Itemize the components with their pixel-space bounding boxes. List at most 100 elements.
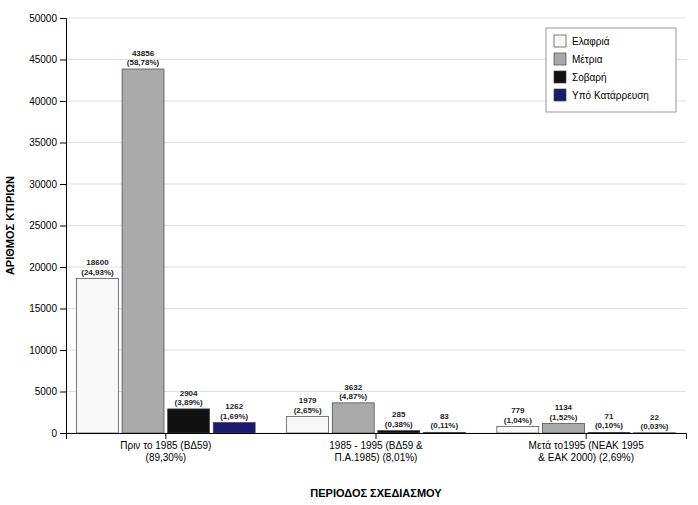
tick-mark (60, 309, 66, 310)
tick-label: Μετά το1995 (ΝΕΑΚ 1995& ΕΑΚ 2000) (2,69%… (529, 440, 645, 463)
tick: 45000 (29, 54, 66, 65)
y-axis: 0 5000 10000 15000 20000 25000 30000 35000 40000… (29, 13, 66, 439)
bar (168, 409, 210, 433)
bar (497, 427, 539, 433)
tick-label: 45000 (29, 54, 57, 65)
legend-label: Μέτρια (572, 54, 603, 65)
tick: 0 (51, 428, 66, 439)
chart: 18600(24,93%) 1979(2,65%) 779(1,04%) 43856(… (0, 0, 698, 505)
tick: 5000 (35, 386, 66, 397)
legend-swatch (554, 89, 566, 101)
tick: 10000 (29, 345, 66, 356)
tick-mark (60, 101, 66, 102)
axis-line (60, 19, 67, 434)
bar (122, 69, 164, 433)
legend-label: Υπό Κατάρρευση (572, 90, 649, 101)
tick-label: 1985 - 1995 (ΒΔ59 &Π.Α.1985) (8,01%) (329, 440, 423, 463)
data-label-pct: (0,10%) (595, 421, 623, 430)
data-label: 285(0,38%) (385, 410, 413, 428)
tick: 15000 (29, 303, 66, 314)
tick: 1985 - 1995 (ΒΔ59 &Π.Α.1985) (8,01%) (329, 433, 423, 463)
data-label: 779(1,04%) (504, 406, 532, 424)
tick-label: 25000 (29, 220, 57, 231)
data-label: 18600(24,93%) (81, 258, 114, 276)
bar (423, 432, 465, 433)
legend-label: Σοβαρή (572, 72, 607, 83)
tick: 30000 (29, 179, 66, 190)
axis-line (67, 434, 687, 440)
data-label-value: 18600 (86, 258, 109, 267)
legend-swatch (554, 53, 566, 65)
tick: 50000 (29, 13, 66, 24)
legend-label: Ελαφριά (572, 36, 610, 47)
tick: Πριν το 1985 (ΒΔ59)(89,30%) (120, 433, 211, 463)
legend-box (546, 28, 676, 112)
data-label-pct: (1,69%) (220, 412, 248, 421)
legend-item: Ελαφριά (554, 35, 610, 47)
data-label-value: 1262 (225, 402, 243, 411)
tick: 40000 (29, 96, 66, 107)
data-label: 71(0,10%) (595, 412, 623, 430)
tick-mark (60, 433, 66, 434)
tick: 20000 (29, 262, 66, 273)
data-label: 2904(3,89%) (175, 389, 203, 407)
bar (588, 432, 630, 433)
legend-swatch (554, 35, 566, 47)
data-label-pct: (24,93%) (81, 268, 114, 277)
data-label: 1262(1,69%) (220, 402, 248, 420)
tick-label: 20000 (29, 262, 57, 273)
legend-swatch (554, 71, 566, 83)
legend-item: Υπό Κατάρρευση (554, 89, 649, 101)
legend: Ελαφριά Μέτρια Σοβαρή Υπό Κατάρρευση (546, 28, 676, 112)
bar (634, 432, 676, 433)
tick-mark (586, 433, 587, 439)
bar (378, 431, 420, 433)
data-label-value: 1134 (555, 403, 573, 412)
tick-mark (60, 18, 66, 19)
bar (287, 417, 329, 433)
data-label: 3632(4,87%) (339, 383, 367, 401)
data-label-pct: (2,65%) (294, 406, 322, 415)
data-label-value: 2904 (180, 389, 198, 398)
data-label-pct: (0,03%) (641, 422, 669, 431)
data-label-pct: (58,78%) (127, 58, 160, 67)
grid (66, 18, 686, 433)
tick-mark (60, 184, 66, 185)
data-label: 22(0,03%) (641, 413, 669, 431)
data-label-pct: (4,87%) (339, 392, 367, 401)
legend-item: Σοβαρή (554, 71, 607, 83)
data-label: 83(0,11%) (431, 412, 459, 430)
tick-label: 5000 (35, 386, 58, 397)
tick-label: 30000 (29, 179, 57, 190)
tick-mark (60, 60, 66, 61)
data-label-pct: (0,38%) (385, 420, 413, 429)
tick-mark (60, 143, 66, 144)
plot: 18600(24,93%) 1979(2,65%) 779(1,04%) 43856(… (29, 13, 686, 463)
tick-mark (165, 433, 166, 439)
tick-label: 10000 (29, 345, 57, 356)
x-axis-title: ΠΕΡΙΟΔΟΣ ΣΧΕΔΙΑΣΜΟΥ (310, 487, 442, 499)
tick-mark (60, 350, 66, 351)
bar (542, 424, 584, 433)
x-axis: Πριν το 1985 (ΒΔ59)(89,30%) 1985 - 1995 (… (67, 433, 687, 463)
data-label: 43856(58,78%) (127, 49, 160, 67)
data-label-value: 1979 (299, 396, 317, 405)
tick: 35000 (29, 137, 66, 148)
data-label-value: 779 (511, 406, 525, 415)
data-label-value: 71 (605, 412, 614, 421)
tick-mark (60, 392, 66, 393)
tick-label: 40000 (29, 96, 57, 107)
tick-mark (60, 267, 66, 268)
tick-label: 35000 (29, 137, 57, 148)
data-label: 1979(2,65%) (294, 396, 322, 414)
data-label-pct: (0,11%) (431, 421, 459, 430)
bar (332, 403, 374, 433)
data-label-pct: (1,04%) (504, 416, 532, 425)
tick-label: 15000 (29, 303, 57, 314)
data-label: 1134(1,52%) (549, 403, 577, 421)
tick-mark (376, 433, 377, 439)
tick: Μετά το1995 (ΝΕΑΚ 1995& ΕΑΚ 2000) (2,69%… (529, 433, 645, 463)
data-label-value: 83 (440, 412, 449, 421)
tick: 25000 (29, 220, 66, 231)
tick-label: 0 (51, 428, 57, 439)
